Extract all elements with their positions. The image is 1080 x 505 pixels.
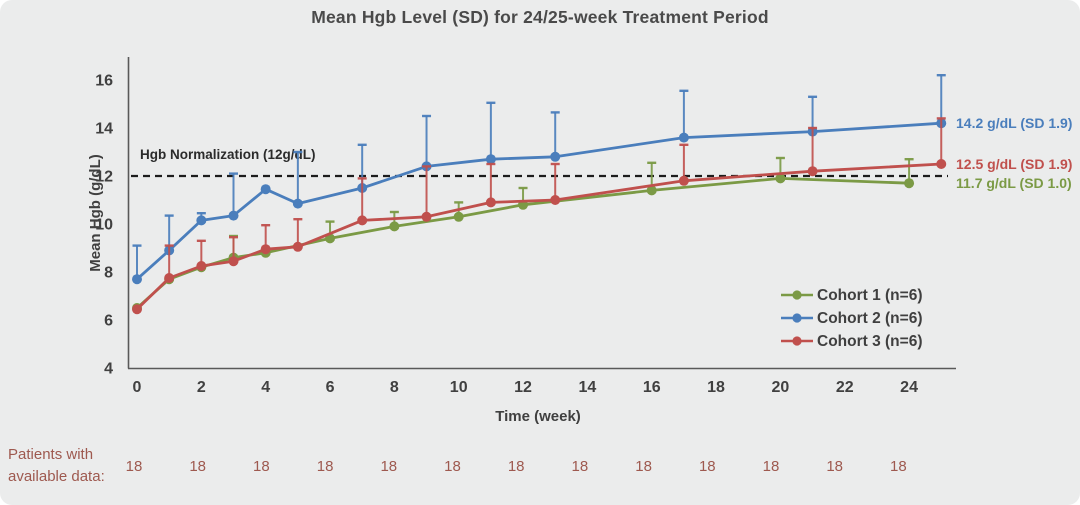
x-tick-label: 6 [326,379,335,396]
chart-title: Mean Hgb Level (SD) for 24/25-week Treat… [311,7,769,27]
patients-label-line1: Patients with [8,446,94,463]
series-cohort-3 [132,117,947,315]
cohort-3-point [678,175,689,186]
cohort-3-point [228,256,239,267]
cohort-2-point [292,198,303,209]
y-axis-title: Mean Hgb (g/dL) [87,154,104,271]
cohort-2-point [550,151,561,162]
cohort-2-point [678,132,689,143]
y-tick-label: 12 [95,169,113,186]
cohort-3-point [550,195,561,205]
cohort-3-point [132,304,142,315]
cohort-3-point [164,273,175,283]
cohort-1-point [904,178,915,189]
patients-count-week-16: 18 [635,458,652,475]
legend-dot-swatch [792,336,802,346]
cohort-3-point [485,197,496,208]
patients-count-week-18: 18 [698,458,716,475]
x-tick-label: 4 [261,379,270,396]
legend-item-cohort-2: Cohort 2 (n=6) [781,310,923,327]
x-tick-label: 24 [900,379,918,396]
x-tick-label: 2 [197,379,206,396]
series-cohort-2 [132,73,947,285]
cohort-3-point [807,166,818,177]
hgb-normalization-label: Hgb Normalization (12g/dL) [140,147,316,162]
cohort-2-point [132,274,142,285]
cohort-3-point [421,211,432,222]
cohort-1-point [646,185,657,196]
y-tick-label: 14 [95,121,113,138]
cohort-3-point [260,244,271,255]
patients-count-week-10: 18 [444,458,461,475]
cohort-1-point [453,211,464,222]
cohort-2-point [260,184,271,195]
cohort-2-point [196,215,207,226]
x-tick-label: 18 [707,379,725,396]
patients-available-label: Patients with available data: [8,444,105,488]
patients-count-week-22: 18 [826,458,844,475]
x-tick-label: 16 [643,379,661,396]
patients-count-week-4: 18 [253,458,270,475]
cohort-3-point [357,215,368,226]
cohort-1-end-label: 11.7 g/dL (SD 1.0) [956,175,1072,191]
cohort-3-end-label: 12.5 g/dL (SD 1.9) [956,156,1072,172]
x-tick-label: 8 [390,379,399,396]
patients-available-row: 18 18 18 18 18 18 18 18 18 18 18 18 18 [0,458,1080,480]
patients-count-week-0: 18 [125,458,143,475]
patients-count-week-14: 18 [571,458,589,475]
legend-dot-swatch [792,290,802,300]
cohort-3-point [292,241,303,252]
legend-item-cohort-1: Cohort 1 (n=6) [781,287,923,304]
x-tick-label: 14 [578,379,596,396]
series-cohort-1 [132,156,915,313]
cohort-2-end-label: 14.2 g/dL (SD 1.9) [956,115,1072,131]
cohort-3-point [936,159,947,169]
patients-count-week-6: 18 [316,458,334,475]
patients-count-week-12: 18 [507,458,525,475]
patients-count-week-8: 18 [380,458,398,475]
cohort-2-point [228,210,239,221]
legend-label: Cohort 2 (n=6) [817,310,923,327]
legend-dot-swatch [792,313,802,323]
patients-label-line2: available data: [8,468,105,485]
legend-label: Cohort 1 (n=6) [817,287,923,304]
y-tick-label: 6 [104,313,113,330]
y-tick-label: 16 [95,73,113,90]
legend-item-cohort-3: Cohort 3 (n=6) [781,333,923,350]
y-tick-label: 8 [104,265,113,282]
x-tick-label: 0 [133,379,142,396]
cohort-2-point [485,154,496,165]
cohort-1-point [389,221,400,232]
cohort-3-point [196,261,207,271]
cohort-1-point [775,173,786,184]
x-tick-label: 20 [772,379,790,396]
y-tick-label: 10 [95,217,113,234]
patients-count-week-2: 18 [189,458,207,475]
x-axis-title: Time (week) [495,408,581,425]
patients-count-week-20: 18 [762,458,780,475]
x-tick-label: 22 [836,379,854,396]
y-tick-label: 4 [104,361,113,378]
x-tick-label: 12 [514,379,532,396]
x-tick-label: 10 [450,379,468,396]
legend-label: Cohort 3 (n=6) [817,333,923,350]
patients-count-week-24: 18 [890,458,907,475]
